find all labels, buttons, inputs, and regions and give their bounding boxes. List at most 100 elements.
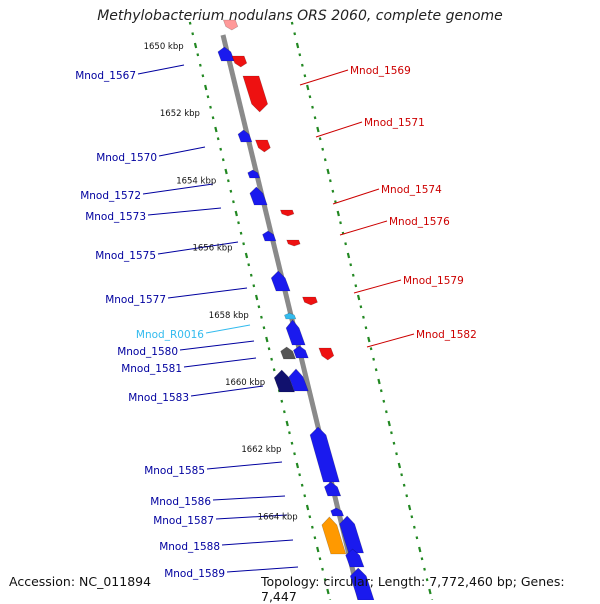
- gene-feature: [262, 230, 277, 242]
- left-gene-label: Mnod_1583: [128, 392, 189, 404]
- tick-mark: [265, 336, 269, 343]
- tick-mark: [382, 399, 386, 403]
- tick-mark: [412, 525, 416, 529]
- leader-line: [212, 495, 286, 501]
- gene-feature: [273, 369, 295, 393]
- kbp-labels: 1650 kbp 1652 kbp 1654 kbp 1656 kbp 1658 kbp…: [144, 42, 298, 522]
- tick-mark: [270, 357, 273, 361]
- tick-mark: [428, 588, 432, 595]
- tick-mark: [221, 158, 225, 162]
- leader-line: [183, 357, 257, 368]
- gene-feature: [318, 347, 335, 361]
- gene-feature: [286, 239, 301, 247]
- leader-line: [167, 287, 248, 299]
- tick-mark: [298, 53, 302, 57]
- left-gene-label: Mnod_1575: [95, 250, 156, 262]
- tick-mark: [237, 221, 240, 225]
- left-gene-label: Mnod_1588: [159, 541, 220, 553]
- tick-mark: [198, 63, 202, 67]
- gene-feature: [302, 296, 318, 306]
- leader-line: [190, 385, 264, 397]
- tick-mark: [267, 347, 271, 351]
- gene-feature: [288, 368, 309, 392]
- gene-feature: [231, 55, 248, 68]
- tick-mark: [339, 221, 342, 225]
- tick-mark: [226, 179, 230, 183]
- gene-feature: [222, 19, 239, 31]
- tick-mark: [364, 326, 368, 330]
- right-gene-label: Mnod_1582: [416, 329, 477, 341]
- kbp-label: 1656 kbp: [192, 244, 232, 254]
- tick-mark: [201, 74, 205, 78]
- tick-mark: [344, 242, 347, 246]
- tick-mark: [262, 326, 266, 330]
- tick-mark: [326, 588, 330, 595]
- kbp-label: 1652 kbp: [160, 109, 200, 119]
- left-gene-label: Mnod_1581: [121, 363, 182, 375]
- tick-mark: [303, 494, 307, 498]
- tick-mark: [318, 137, 322, 141]
- leader-line: [332, 188, 380, 205]
- gene-feature: [285, 319, 306, 346]
- gene-feature: [255, 139, 271, 153]
- kbp-label: 1662 kbp: [241, 445, 281, 455]
- tick-mark: [362, 315, 365, 319]
- tick-mark: [280, 399, 284, 403]
- leader-line: [205, 324, 251, 334]
- page-title: Methylobacterium nodulans ORS 2060, comp…: [97, 8, 503, 24]
- tick-mark: [306, 84, 310, 91]
- accession-text: Accession: NC_011894: [9, 574, 152, 589]
- tick-mark: [295, 462, 300, 469]
- tick-mark: [206, 95, 210, 99]
- tick-mark: [244, 252, 249, 259]
- tick-mark: [351, 273, 355, 277]
- leader-line: [339, 220, 388, 236]
- tick-mark: [288, 431, 291, 435]
- gene-labels: Mnod_1567 Mnod_1570 Mnod_1572 Mnod_1573 Mnod…: [75, 65, 477, 580]
- tick-mark: [423, 567, 426, 571]
- right-gene-label: Mnod_1579: [403, 275, 464, 287]
- gene-feature: [270, 270, 291, 292]
- tick-mark: [229, 189, 233, 193]
- tick-mark: [316, 546, 320, 553]
- tick-mark: [209, 105, 212, 109]
- gene-feature: [217, 46, 235, 62]
- leader-line: [299, 69, 349, 86]
- tick-mark: [326, 168, 330, 175]
- tick-mark: [354, 284, 358, 288]
- leader-line: [158, 146, 206, 157]
- tick-mark: [349, 263, 353, 267]
- tick-mark: [310, 525, 314, 529]
- tick-mark: [410, 515, 414, 519]
- left-gene-label: Mnod_1570: [96, 152, 157, 164]
- right-gene-label: Mnod_1574: [381, 184, 442, 196]
- left-gene-label: Mnod_1567: [75, 70, 136, 82]
- tick-mark: [232, 200, 235, 204]
- leader-line: [221, 539, 294, 546]
- tick-mark: [374, 368, 378, 372]
- gene-feature: [321, 516, 347, 555]
- tick-mark: [331, 189, 335, 193]
- tick-mark: [272, 368, 276, 372]
- tick-mark: [387, 420, 391, 427]
- gene-features: [217, 19, 375, 600]
- tick-mark: [293, 32, 297, 36]
- kbp-label: 1658 kbp: [209, 311, 249, 321]
- kbp-label: 1664 kbp: [258, 512, 298, 522]
- tick-mark: [211, 116, 215, 120]
- right-gene-label: Mnod_1569: [350, 65, 411, 77]
- gene-feature: [242, 75, 269, 113]
- gene-feature: [293, 345, 309, 359]
- tick-mark: [311, 105, 314, 109]
- tick-mark: [372, 357, 375, 361]
- kbp-label: 1650 kbp: [144, 42, 184, 52]
- tick-mark: [191, 32, 195, 36]
- kbp-label: 1660 kbp: [225, 378, 265, 388]
- gene-feature: [284, 312, 297, 320]
- leader-line: [226, 566, 299, 573]
- gene-feature: [345, 548, 365, 568]
- gene-feature: [339, 515, 365, 554]
- tick-mark: [346, 252, 351, 259]
- left-gene-label: Mnod_1573: [85, 211, 146, 223]
- tick-mark: [405, 494, 409, 498]
